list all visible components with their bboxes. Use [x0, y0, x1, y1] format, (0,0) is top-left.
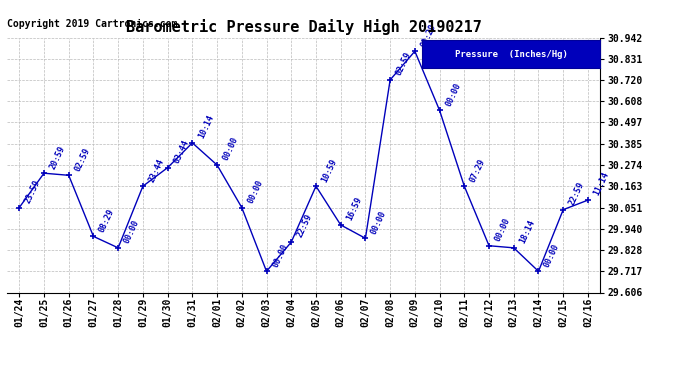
Text: 00:00: 00:00 [122, 219, 141, 245]
Text: 00:00: 00:00 [493, 216, 512, 243]
Text: 10:14: 10:14 [197, 114, 215, 140]
Text: 09:29: 09:29 [419, 22, 437, 48]
Text: 07:29: 07:29 [469, 157, 487, 183]
Text: 00:00: 00:00 [246, 178, 265, 205]
Text: 23:44: 23:44 [147, 157, 166, 183]
Text: 22:59: 22:59 [295, 213, 314, 239]
Text: 08:29: 08:29 [97, 207, 117, 234]
Text: 18:14: 18:14 [518, 219, 537, 245]
Text: 00:00: 00:00 [542, 242, 562, 268]
Text: 03:44: 03:44 [172, 138, 190, 165]
Text: 00:00: 00:00 [270, 242, 289, 268]
Text: 16:59: 16:59 [345, 196, 364, 222]
Text: 00:00: 00:00 [444, 81, 462, 108]
Text: 23:59: 23:59 [23, 178, 42, 205]
Text: 11:14: 11:14 [592, 171, 611, 197]
Text: Barometric Pressure Daily High 20190217: Barometric Pressure Daily High 20190217 [126, 19, 482, 35]
Text: Copyright 2019 Cartronics.com: Copyright 2019 Cartronics.com [7, 19, 177, 29]
Text: 20:59: 20:59 [48, 144, 67, 170]
Text: 00:00: 00:00 [370, 209, 388, 236]
Text: 10:59: 10:59 [320, 157, 339, 183]
Text: 02:59: 02:59 [394, 51, 413, 77]
Text: 00:00: 00:00 [221, 136, 240, 162]
Text: 22:59: 22:59 [567, 180, 586, 207]
Text: 02:59: 02:59 [73, 146, 92, 172]
